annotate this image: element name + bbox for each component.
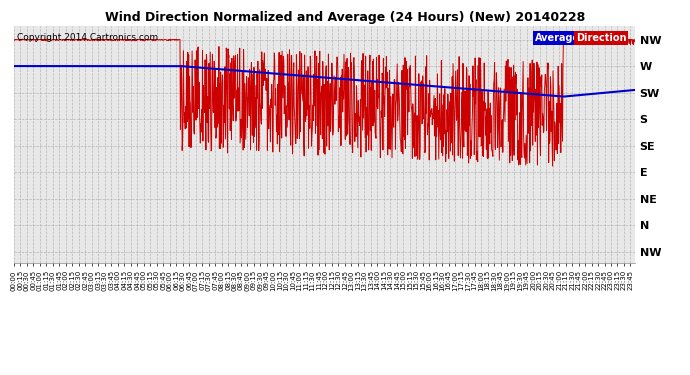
Text: Copyright 2014 Cartronics.com: Copyright 2014 Cartronics.com: [17, 33, 158, 42]
Text: Average: Average: [535, 33, 580, 44]
Text: Wind Direction Normalized and Average (24 Hours) (New) 20140228: Wind Direction Normalized and Average (2…: [105, 11, 585, 24]
Text: Direction: Direction: [576, 33, 627, 44]
